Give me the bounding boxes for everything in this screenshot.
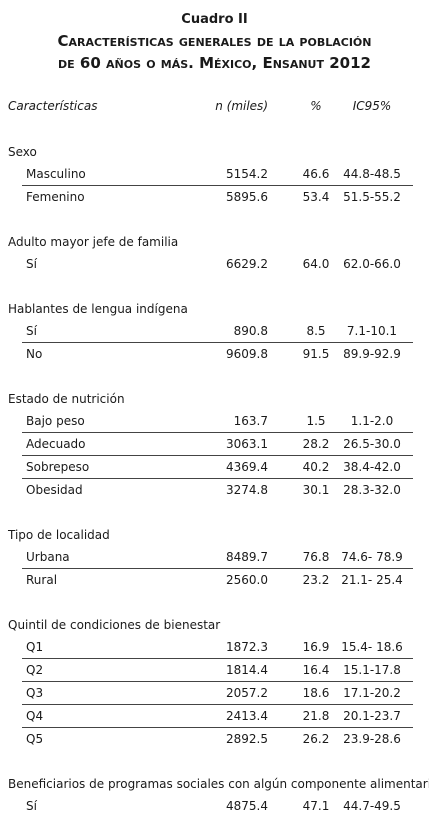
cell: 44.7-49.5 [343, 799, 401, 813]
row-rule [22, 455, 413, 456]
row-rule [22, 185, 413, 186]
cell: 9609.8 [226, 347, 268, 361]
row-label: Q4 [26, 709, 44, 723]
cell: 17.1-20.2 [343, 686, 401, 700]
cell: 91.5 [302, 347, 330, 361]
row-label: Sobrepeso [26, 460, 90, 474]
column-header: n (miles) [215, 99, 268, 113]
cell: 1814.4 [226, 663, 268, 677]
cell: 16.4 [302, 663, 330, 677]
row-rule [22, 342, 413, 343]
row-rule [22, 658, 413, 659]
row-rule [22, 681, 413, 682]
row-label: Adecuado [26, 437, 86, 451]
row-label: Sí [26, 324, 37, 338]
column-header: IC95% [352, 99, 392, 113]
cell: 4875.4 [226, 799, 268, 813]
cell: 2413.4 [226, 709, 268, 723]
row-rule [22, 727, 413, 728]
cell: 2560.0 [226, 573, 268, 587]
cell: 3063.1 [226, 437, 268, 451]
cell: 28.2 [302, 437, 330, 451]
row-label: Q3 [26, 686, 44, 700]
column-header: Características [8, 99, 98, 113]
cell: 38.4-42.0 [343, 460, 401, 474]
cell: 2892.5 [226, 732, 268, 746]
cell: 23.9-28.6 [343, 732, 401, 746]
row-rule [22, 478, 413, 479]
cell: 8489.7 [226, 550, 268, 564]
row-label: Q5 [26, 732, 44, 746]
cell: 53.4 [302, 190, 330, 204]
cell: 6629.2 [226, 257, 268, 271]
cell: 5895.6 [226, 190, 268, 204]
table-title: de 60 años o más. México, Ensanut 2012 [58, 54, 371, 72]
row-label: Rural [26, 573, 58, 587]
cell: 30.1 [302, 483, 330, 497]
cell: 890.8 [233, 324, 268, 338]
table-label: Cuadro II [181, 12, 248, 27]
cell: 20.1-23.7 [343, 709, 401, 723]
row-rule [22, 568, 413, 569]
cell: 26.2 [302, 732, 330, 746]
row-label: Femenino [26, 190, 85, 204]
row-label: Bajo peso [26, 414, 85, 428]
cell: 8.5 [306, 324, 326, 338]
table-title: Características generales de la població… [57, 32, 372, 50]
row-label: Obesidad [26, 483, 83, 497]
row-rule [22, 432, 413, 433]
cell: 47.1 [302, 799, 330, 813]
row-label: No [26, 347, 43, 361]
row-label: Q2 [26, 663, 44, 677]
cell: 16.9 [302, 640, 330, 654]
row-label: Sí [26, 257, 37, 271]
cell: 44.8-48.5 [343, 167, 401, 181]
row-label: Q1 [26, 640, 44, 654]
cell: 1.1-2.0 [350, 414, 394, 428]
group-title: Sexo [8, 145, 37, 159]
cell: 7.1-10.1 [346, 324, 398, 338]
group-title: Hablantes de lengua indígena [8, 302, 188, 316]
group-title: Tipo de localidad [8, 528, 110, 542]
row-rule [22, 704, 413, 705]
cell: 1872.3 [226, 640, 268, 654]
column-header: % [310, 99, 322, 113]
cell: 5154.2 [226, 167, 268, 181]
cell: 1.5 [306, 414, 326, 428]
group-title: Estado de nutrición [8, 392, 125, 406]
cell: 76.8 [302, 550, 330, 564]
group-title: Quintil de condiciones de bienestar [8, 618, 221, 632]
cell: 21.1- 25.4 [341, 573, 403, 587]
cell: 26.5-30.0 [343, 437, 401, 451]
cell: 18.6 [302, 686, 330, 700]
cell: 2057.2 [226, 686, 268, 700]
row-label: Sí [26, 799, 37, 813]
cell: 15.4- 18.6 [341, 640, 403, 654]
cell: 89.9-92.9 [343, 347, 401, 361]
cell: 40.2 [302, 460, 330, 474]
cell: 4369.4 [226, 460, 268, 474]
cell: 51.5-55.2 [343, 190, 401, 204]
cell: 64.0 [302, 257, 330, 271]
cell: 62.0-66.0 [343, 257, 401, 271]
cell: 23.2 [302, 573, 330, 587]
cell: 21.8 [302, 709, 330, 723]
row-label: Masculino [26, 167, 86, 181]
group-title: Beneficiarios de programas sociales con … [8, 777, 429, 791]
row-label: Urbana [26, 550, 70, 564]
cell: 15.1-17.8 [343, 663, 401, 677]
group-title: Adulto mayor jefe de familia [8, 235, 179, 249]
cell: 163.7 [233, 414, 268, 428]
cell: 3274.8 [226, 483, 268, 497]
cell: 74.6- 78.9 [341, 550, 403, 564]
cell: 28.3-32.0 [343, 483, 401, 497]
cell: 46.6 [302, 167, 330, 181]
